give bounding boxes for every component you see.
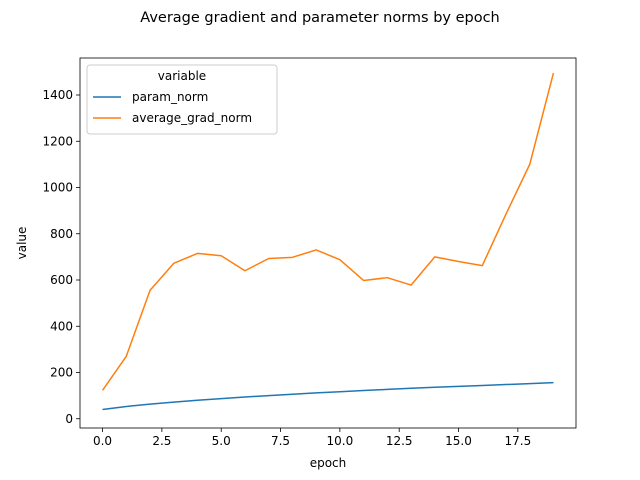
y-tick-label: 0 [65,412,73,426]
x-tick-label: 0.0 [93,434,112,448]
y-tick-label: 400 [50,319,73,333]
y-tick-label: 1000 [42,181,73,195]
y-tick-label: 800 [50,227,73,241]
y-tick-label: 1400 [42,88,73,102]
legend-label-average-grad-norm: average_grad_norm [132,111,252,125]
legend: variable param_norm average_grad_norm [86,64,278,135]
legend-title: variable [158,69,206,83]
y-tick-label: 1200 [42,134,73,148]
series-line-param-norm [102,381,554,411]
x-tick-label: 15.0 [445,434,472,448]
x-tick-label: 12.5 [386,434,413,448]
x-tick-label: 5.0 [212,434,231,448]
series-line-average-grad-norm [101,72,555,391]
y-tick-label: 200 [50,366,73,380]
plot-area [79,57,577,429]
x-axis-label: epoch [310,456,347,470]
x-tick-label: 2.5 [152,434,171,448]
legend-box [86,64,278,135]
x-tick-label: 10.0 [327,434,354,448]
x-axis-ticks: 0.0 2.5 5.0 7.5 10.0 12.5 15.0 17.5 [93,428,531,448]
legend-label-param-norm: param_norm [132,90,208,104]
y-axis-ticks: 0 200 400 600 800 1000 1200 1400 [42,88,80,426]
series-lines [101,72,555,411]
chart-title: Average gradient and parameter norms by … [140,10,500,26]
y-axis-label: value [15,227,29,260]
x-tick-label: 17.5 [504,434,531,448]
x-tick-label: 7.5 [271,434,290,448]
y-tick-label: 600 [50,273,73,287]
